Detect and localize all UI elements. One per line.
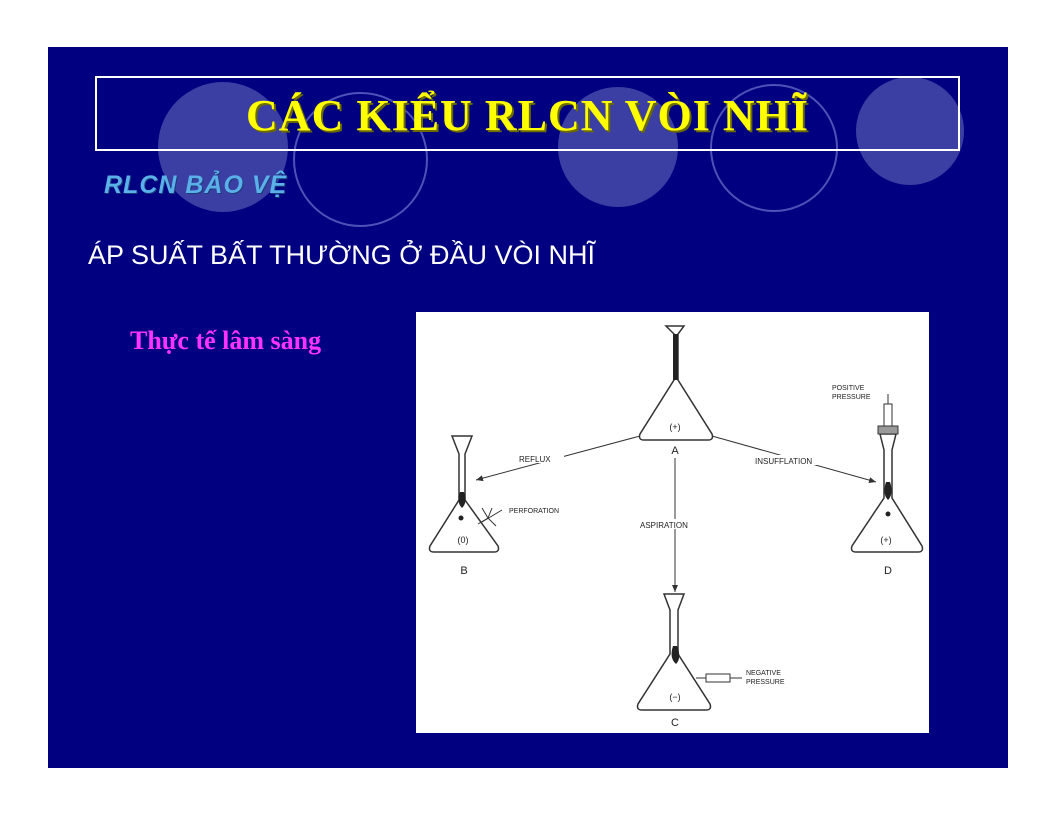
drop-icon [458,515,464,521]
reflux-label-bg [514,453,564,463]
slide-title: CÁC KIỂU RLCN VÒI NHĨ [246,91,809,140]
perforation-label: PERFORATION [509,508,559,515]
aspiration-label: ASPIRATION [640,521,688,530]
negative-pressure-syringe-icon [696,673,742,683]
decor-circle [158,82,288,212]
insufflation-label: INSUFFLATION [755,457,812,466]
negative-pressure-label-2: PRESSURE [746,679,785,686]
flask-b-sign: (0) [458,535,469,545]
slide-heading: ÁP SUẤT BẤT THƯỜNG Ở ĐẦU VÒI NHĨ [88,240,595,270]
drop-icon [884,482,892,500]
positive-pressure-label-1: POSITIVE [832,385,865,392]
flask-diagram-svg: (+) A PERFORATION (0) B [428,325,924,729]
insufflation-label-bg [752,455,828,465]
decor-ring [293,92,428,227]
decor-circle [856,77,964,185]
negative-pressure-label-1: NEGATIVE [746,670,781,677]
flask-c [636,593,712,711]
decor-circle [558,87,678,207]
drop-icon [671,646,680,664]
flask-d-letter: D [884,565,892,577]
flask-c-letter: C [671,717,679,729]
positive-pressure-syringe-icon [877,394,899,435]
flask-a-letter: A [671,445,679,457]
perforation-burst-icon [477,507,503,527]
clinical-label: Thực tế lâm sàng [130,326,322,355]
flask-d [850,433,924,553]
slide-subtitle: RLCN BẢO VỆ [104,171,288,199]
drop-icon [885,511,891,517]
flask-diagram: (+) A PERFORATION (0) B [416,312,929,733]
drop-icon [458,492,466,508]
flask-b-letter: B [460,565,467,577]
reflux-label: REFLUX [519,455,551,464]
title-box: CÁC KIỂU RLCN VÒI NHĨ [95,76,960,151]
decor-ring [710,84,838,212]
positive-pressure-label-2: PRESSURE [832,394,871,401]
flask-a [638,325,714,441]
aspiration-label-bg [638,519,698,529]
flask-a-sign: (+) [669,422,680,432]
slide: CÁC KIỂU RLCN VÒI NHĨ RLCN BẢO VỆ ÁP SUẤ… [48,47,1008,768]
flask-d-sign: (+) [880,535,891,545]
flask-c-sign: (−) [669,692,680,702]
flask-b [428,435,500,553]
